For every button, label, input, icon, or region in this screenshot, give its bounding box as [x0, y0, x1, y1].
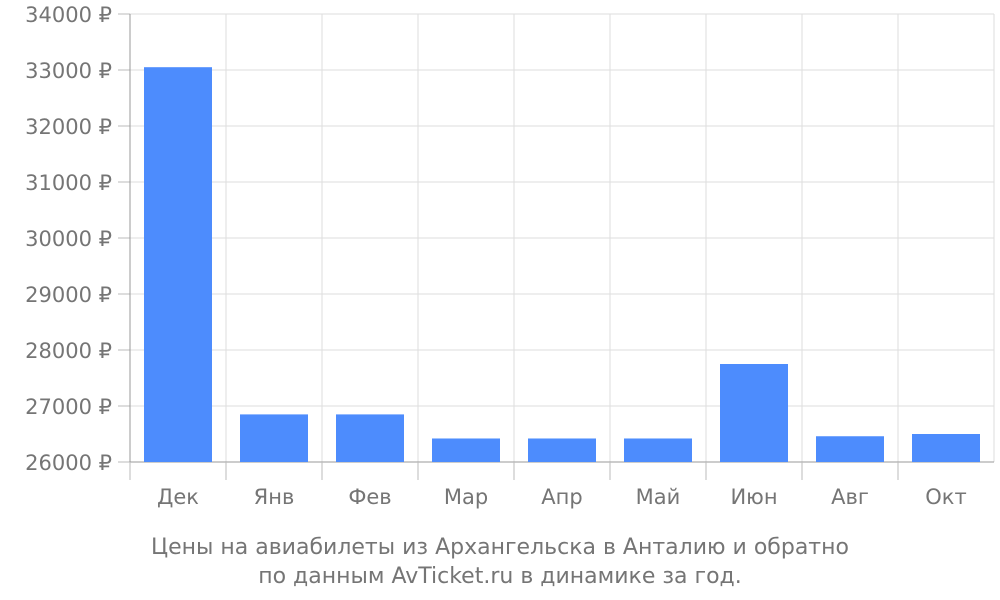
bar [432, 438, 500, 462]
x-tick-label: Май [636, 485, 681, 509]
x-tick-label: Июн [730, 485, 777, 509]
x-tick-label: Апр [541, 485, 582, 509]
axes [118, 13, 994, 480]
y-tick-label: 29000 ₽ [25, 283, 112, 307]
y-axis-ticks: 26000 ₽ 27000 ₽ 28000 ₽ 29000 ₽ 30000 ₽ 31000… [25, 3, 112, 475]
chart-title: Цены на авиабилеты из Архангельска в Ант… [151, 535, 849, 560]
y-tick-label: 34000 ₽ [25, 3, 112, 27]
bar [624, 438, 692, 462]
y-tick-label: 27000 ₽ [25, 395, 112, 419]
y-tick-label: 26000 ₽ [25, 451, 112, 475]
bar [336, 414, 404, 462]
y-tick-label: 32000 ₽ [25, 115, 112, 139]
bar [816, 436, 884, 462]
y-tick-label: 33000 ₽ [25, 59, 112, 83]
chart-subtitle: по данным AvTicket.ru в динамике за год. [258, 564, 742, 589]
y-tick-label: 30000 ₽ [25, 227, 112, 251]
bar [720, 364, 788, 462]
x-tick-label: Мар [444, 485, 488, 509]
x-axis-ticks: Дек Янв Фев Мар Апр Май Июн Авг Окт [157, 485, 967, 509]
x-tick-label: Дек [157, 485, 199, 509]
x-tick-label: Окт [925, 485, 966, 509]
x-tick-label: Фев [348, 485, 391, 509]
bar [912, 434, 980, 462]
y-tick-label: 31000 ₽ [25, 171, 112, 195]
bar [528, 438, 596, 462]
grid [130, 13, 995, 463]
bar [240, 414, 308, 462]
x-tick-label: Янв [254, 485, 295, 509]
bars [144, 67, 980, 462]
x-tick-label: Авг [831, 485, 869, 509]
y-tick-label: 28000 ₽ [25, 339, 112, 363]
bar [144, 67, 212, 462]
